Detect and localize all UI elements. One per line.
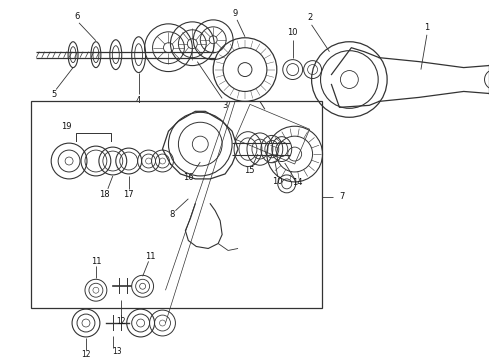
Text: 10: 10 [272,177,283,186]
Bar [31,102,321,308]
Text: 12: 12 [81,350,91,359]
Text: 5: 5 [51,90,57,99]
Text: 18: 18 [99,190,110,199]
Text: 15: 15 [244,166,254,175]
Text: 10: 10 [288,28,298,37]
Text: 16: 16 [183,174,194,183]
Text: 6: 6 [74,12,80,21]
Text: 9: 9 [232,9,238,18]
Text: 11: 11 [91,257,101,266]
Text: 19: 19 [61,122,72,131]
Text: 1: 1 [424,23,430,32]
Text: 17: 17 [123,190,134,199]
Text: 3: 3 [222,101,228,110]
Text: 2: 2 [307,13,312,22]
Text: 7: 7 [340,192,345,201]
Text: 13: 13 [112,347,122,356]
Text: 8: 8 [170,210,175,219]
Text: 14: 14 [293,179,303,188]
Text: 12: 12 [116,316,125,325]
Text: 4: 4 [136,96,141,105]
Text: 11: 11 [146,252,156,261]
